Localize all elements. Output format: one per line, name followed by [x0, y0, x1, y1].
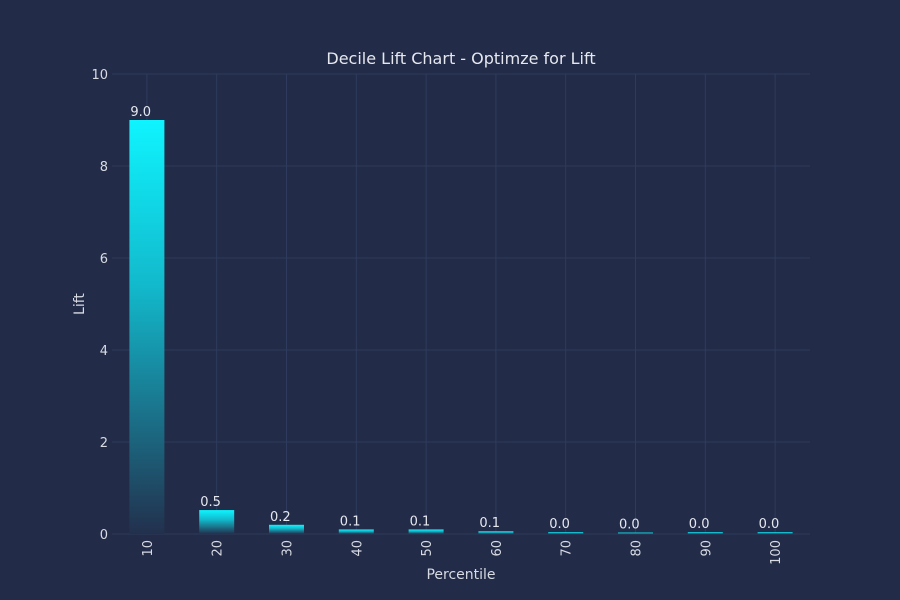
data-label-20: 0.5 — [200, 495, 221, 510]
bar-50 — [408, 529, 444, 534]
x-tick-label: 50 — [420, 540, 435, 557]
y-tick-label: 2 — [100, 436, 108, 451]
bar-20 — [199, 510, 235, 534]
data-label-80: 0.0 — [619, 518, 640, 533]
bar-80 — [618, 532, 653, 534]
y-tick-label: 6 — [100, 252, 108, 267]
bar-10 — [129, 120, 165, 534]
data-label-40: 0.1 — [340, 514, 361, 529]
x-tick-label: 90 — [699, 540, 714, 557]
data-label-60: 0.1 — [479, 516, 500, 531]
bar-100 — [757, 532, 793, 534]
data-label-10: 9.0 — [130, 105, 151, 120]
y-tick-label: 8 — [100, 160, 108, 175]
x-ticks-layer: 10 20 30 40 50 60 70 80 90 100 — [141, 540, 784, 565]
x-tick-label: 20 — [211, 540, 226, 557]
bar-60 — [478, 531, 514, 534]
bar-90 — [687, 532, 723, 534]
chart-title: Decile Lift Chart - Optimze for Lift — [326, 49, 595, 68]
y-tick-label: 4 — [100, 344, 108, 359]
data-label-100: 0.0 — [759, 517, 780, 532]
x-tick-label: 10 — [141, 540, 156, 557]
x-tick-label: 40 — [350, 540, 365, 557]
data-label-90: 0.0 — [689, 517, 710, 532]
x-tick-label: 60 — [490, 540, 505, 557]
y-ticks-layer: 0 2 4 6 8 10 — [91, 68, 108, 543]
y-tick-label: 0 — [100, 528, 108, 543]
y-axis-label: Lift — [72, 293, 88, 315]
bar-40 — [338, 529, 374, 534]
x-tick-label: 70 — [560, 540, 575, 557]
x-tick-label: 100 — [769, 540, 784, 565]
x-axis-label: Percentile — [426, 567, 495, 583]
grid-layer — [112, 73, 810, 535]
x-tick-label: 80 — [630, 540, 645, 557]
y-tick-label: 10 — [91, 68, 108, 83]
bars-layer — [129, 120, 793, 534]
data-label-70: 0.0 — [549, 517, 570, 532]
data-label-30: 0.2 — [270, 510, 291, 525]
data-labels-layer: 9.0 0.5 0.2 0.1 0.1 0.1 0.0 0.0 0.0 0.0 — [130, 105, 779, 533]
x-tick-label: 30 — [281, 540, 296, 557]
data-label-50: 0.1 — [410, 514, 431, 529]
bar-70 — [548, 532, 584, 534]
bar-30 — [269, 524, 304, 534]
